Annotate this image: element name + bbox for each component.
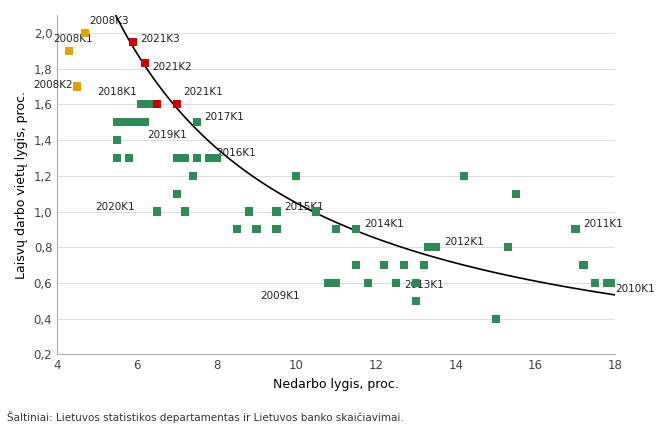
Point: [502, 244, 513, 251]
Point: [323, 280, 334, 286]
Point: [192, 119, 202, 126]
Point: [231, 226, 242, 233]
Text: 2020K1: 2020K1: [95, 201, 135, 212]
Point: [271, 226, 282, 233]
Point: [151, 208, 162, 215]
Point: [490, 315, 501, 322]
Point: [331, 226, 342, 233]
Point: [411, 280, 421, 286]
Point: [123, 119, 134, 126]
Text: 2016K1: 2016K1: [216, 148, 256, 158]
Point: [419, 262, 429, 269]
Point: [72, 83, 82, 90]
Point: [379, 262, 389, 269]
Point: [64, 47, 74, 54]
Point: [172, 155, 182, 162]
Point: [119, 119, 130, 126]
Point: [180, 155, 190, 162]
Point: [578, 262, 589, 269]
Text: 2008K1: 2008K1: [53, 34, 93, 44]
Point: [180, 208, 190, 215]
Point: [311, 208, 322, 215]
Point: [399, 262, 409, 269]
Point: [458, 173, 469, 179]
Point: [271, 208, 282, 215]
Text: 2008K3: 2008K3: [89, 16, 129, 26]
Text: 2013K1: 2013K1: [404, 280, 444, 290]
Point: [172, 190, 182, 197]
Text: Šaltiniai: Lietuvos statistikos departamentas ir Lietuvos banko skaičiavimai.: Šaltiniai: Lietuvos statistikos departam…: [7, 411, 403, 423]
Text: 2017K1: 2017K1: [204, 112, 244, 122]
Y-axis label: Laisvų darbo vietų lygis, proc.: Laisvų darbo vietų lygis, proc.: [15, 91, 28, 279]
Point: [139, 60, 150, 67]
Text: 2014K1: 2014K1: [364, 219, 404, 230]
Point: [211, 155, 222, 162]
Point: [423, 244, 433, 251]
Text: 2012K1: 2012K1: [444, 237, 484, 247]
X-axis label: Nedarbo lygis, proc.: Nedarbo lygis, proc.: [273, 378, 399, 391]
Point: [80, 29, 90, 36]
Point: [203, 155, 214, 162]
Point: [570, 226, 581, 233]
Text: 2021K2: 2021K2: [152, 62, 192, 72]
Point: [151, 101, 162, 108]
Point: [431, 244, 442, 251]
Point: [123, 155, 134, 162]
Text: 2015K1: 2015K1: [285, 201, 324, 212]
Text: 2019K1: 2019K1: [147, 130, 187, 140]
Point: [511, 190, 521, 197]
Point: [243, 208, 254, 215]
Point: [188, 173, 198, 179]
Point: [112, 119, 123, 126]
Point: [391, 280, 401, 286]
Point: [351, 262, 362, 269]
Text: 2010K1: 2010K1: [615, 284, 655, 294]
Point: [143, 101, 154, 108]
Text: 2011K1: 2011K1: [584, 219, 623, 230]
Point: [192, 155, 202, 162]
Point: [610, 280, 620, 286]
Point: [112, 155, 123, 162]
Point: [131, 119, 142, 126]
Point: [602, 280, 613, 286]
Point: [331, 280, 342, 286]
Text: 2008K2: 2008K2: [34, 80, 73, 90]
Point: [139, 119, 150, 126]
Text: 2018K1: 2018K1: [97, 87, 137, 97]
Point: [251, 226, 262, 233]
Point: [135, 101, 146, 108]
Text: 2021K3: 2021K3: [140, 34, 180, 44]
Point: [172, 101, 182, 108]
Point: [590, 280, 601, 286]
Point: [127, 38, 138, 45]
Point: [363, 280, 374, 286]
Text: 2009K1: 2009K1: [261, 291, 300, 301]
Point: [112, 137, 123, 144]
Point: [351, 226, 362, 233]
Point: [411, 298, 421, 304]
Point: [291, 173, 302, 179]
Text: 2021K1: 2021K1: [183, 87, 222, 97]
